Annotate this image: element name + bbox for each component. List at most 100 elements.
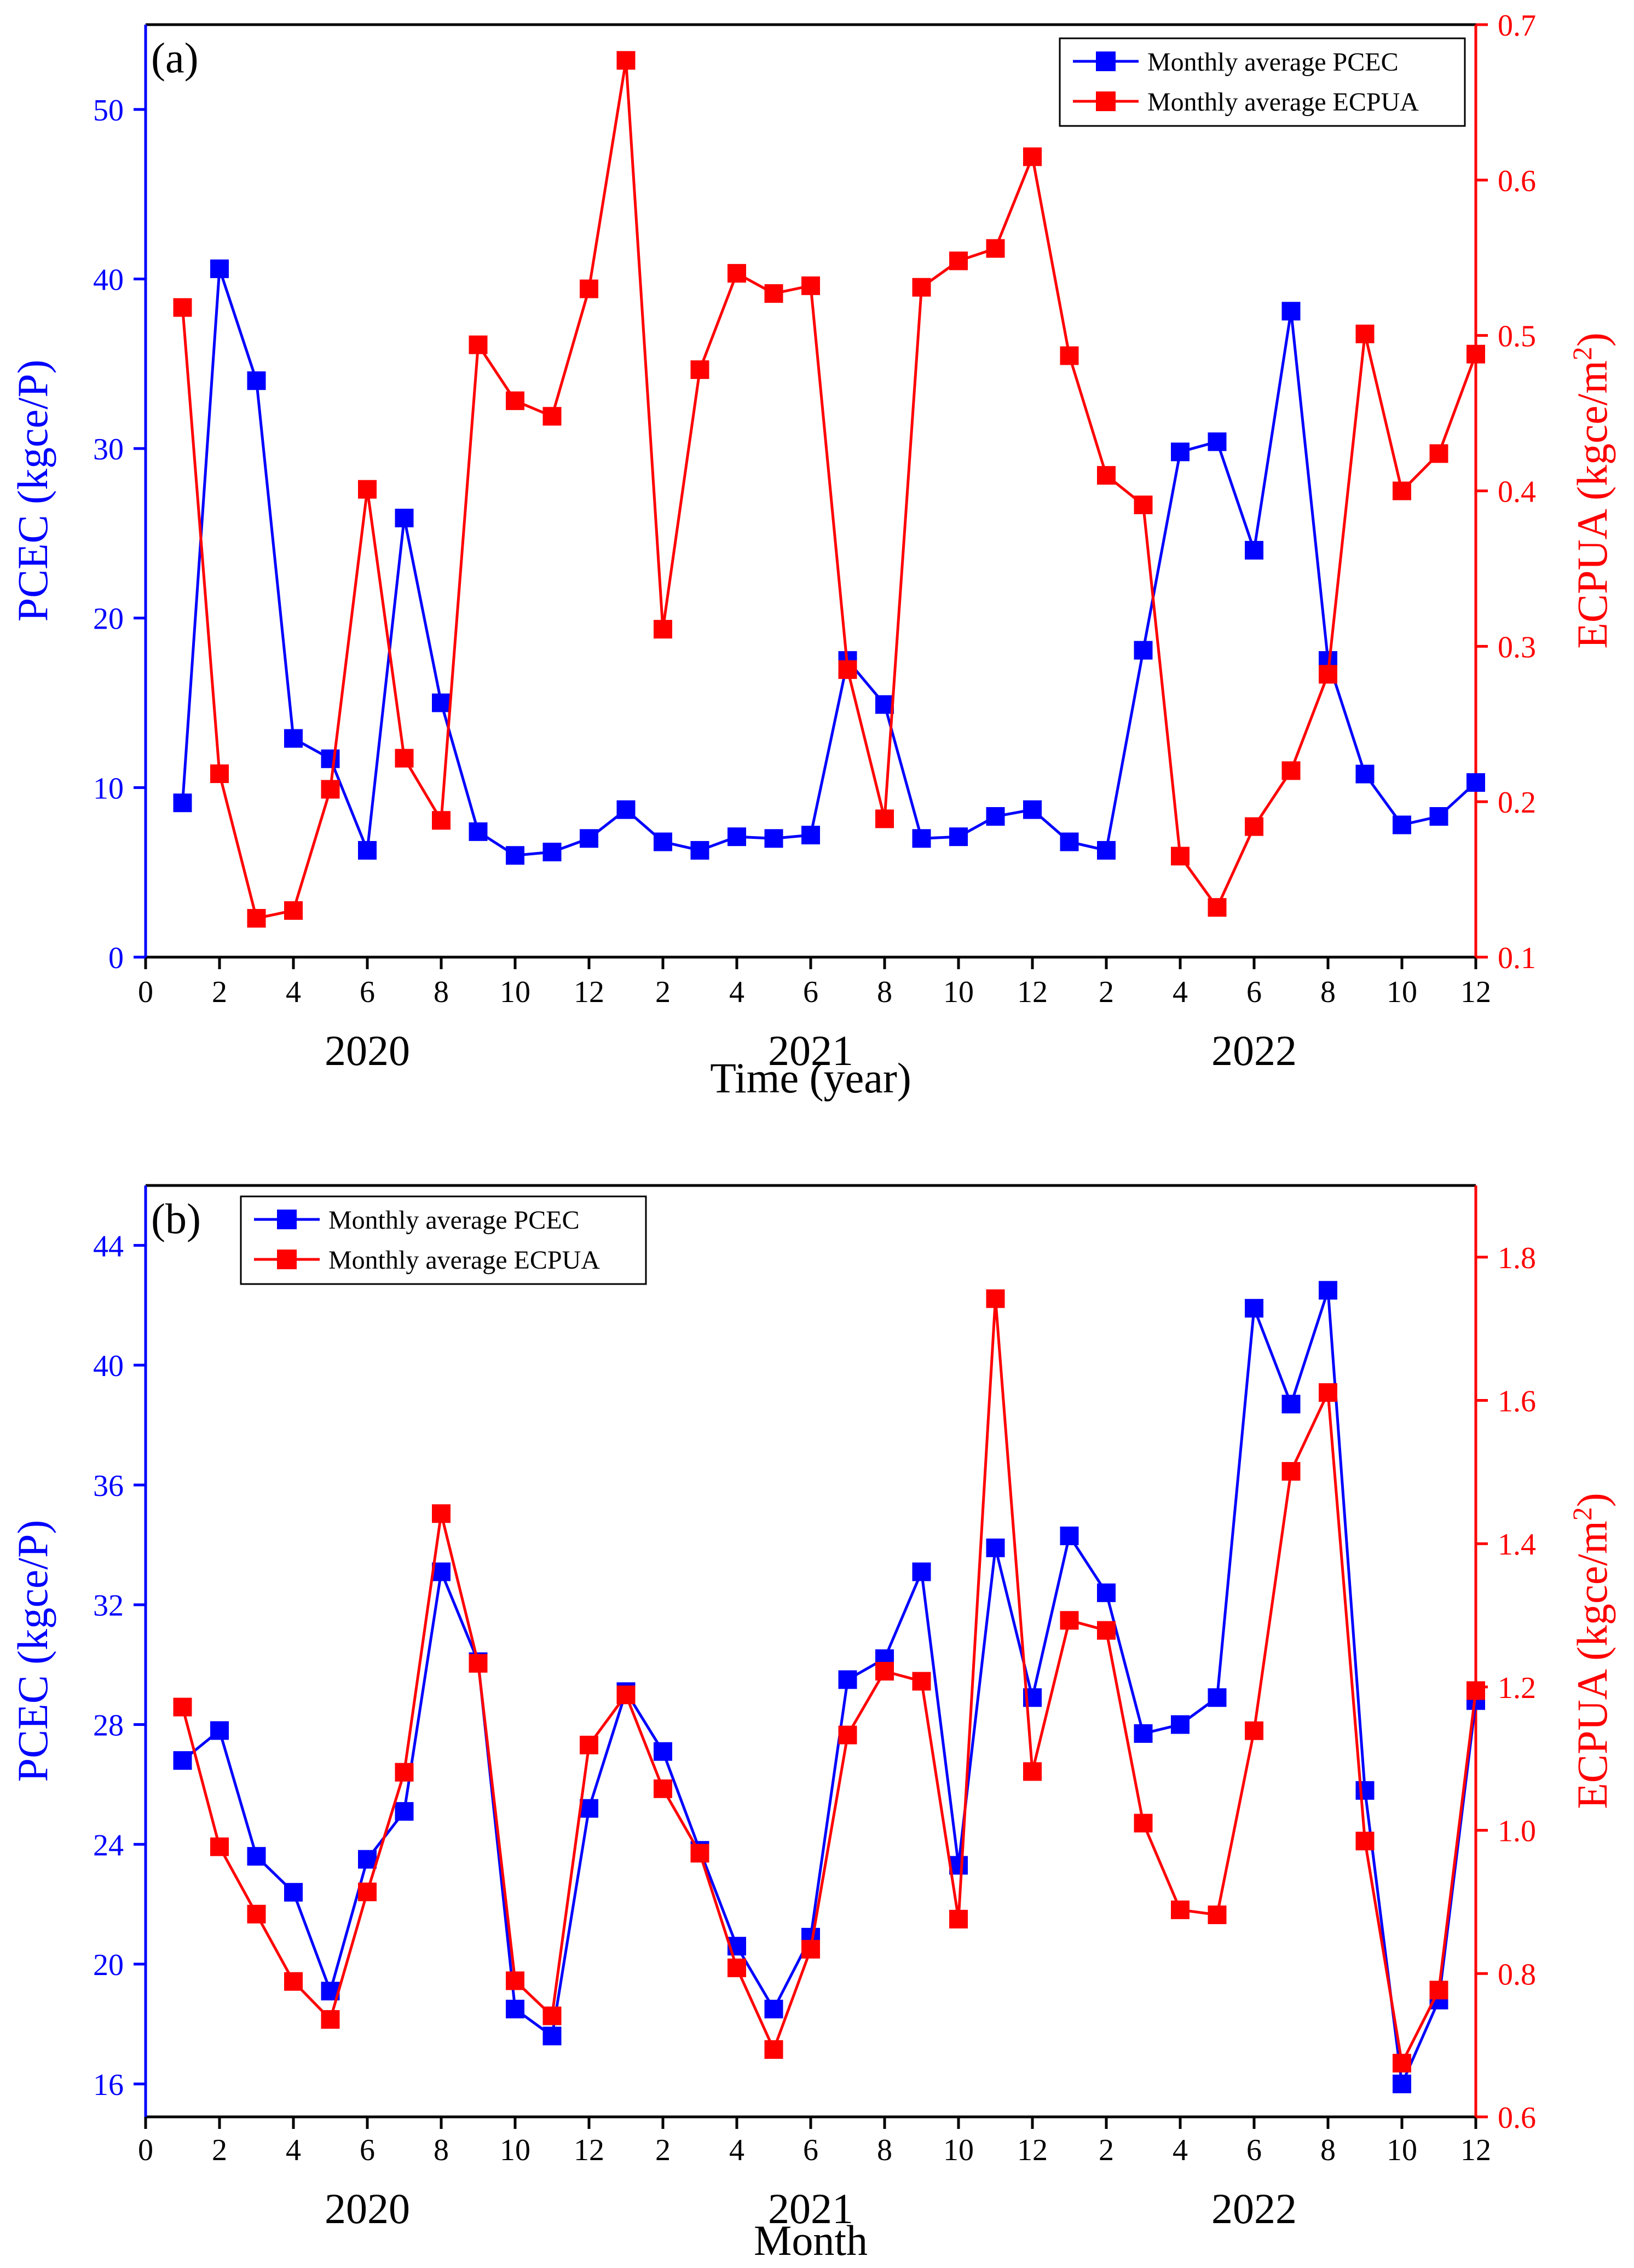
point-ecpua [986,239,1005,258]
legend-marker-pcec [277,1210,297,1229]
point-pcec [1097,1583,1116,1602]
y-left-tick-label: 20 [93,1948,124,1982]
point-pcec [358,841,377,860]
y-right-tick-label: 0.1 [1498,941,1536,975]
left-axis-title: PCEC (kgce/P) [9,1520,56,1782]
legend-marker-pcec [1096,51,1116,71]
x-tick-label: 8 [1320,975,1336,1009]
point-pcec [1171,1715,1190,1734]
point-pcec [469,822,488,841]
point-ecpua [1134,496,1153,515]
point-pcec [247,371,266,390]
point-ecpua [395,1763,414,1782]
point-ecpua [1023,147,1042,166]
point-ecpua [690,360,709,379]
y-left-tick-label: 16 [93,2068,124,2102]
legend: Monthly average PCEC Monthly average ECP… [240,1195,647,1285]
point-pcec [173,1751,192,1770]
point-ecpua [321,780,340,799]
point-ecpua [580,279,598,298]
y-left-tick-label: 24 [93,1828,124,1862]
x-tick-label: 6 [803,2133,818,2167]
point-ecpua [580,1735,598,1754]
y-left-tick-label: 36 [93,1469,124,1503]
panel-label: (b) [151,1195,201,1242]
point-ecpua [432,1504,451,1523]
x-tick-label: 10 [943,975,974,1009]
x-tick-label: 4 [286,2133,301,2167]
y-left-tick-label: 20 [93,602,124,636]
x-tick-label: 4 [286,975,301,1009]
year-label: 2022 [1211,2185,1297,2232]
x-tick-label: 10 [1387,2133,1417,2167]
point-ecpua [506,1971,524,1990]
point-pcec [247,1847,266,1866]
legend-box [240,1195,647,1285]
point-pcec [1208,432,1227,451]
y-right-tick-label: 0.2 [1498,786,1536,820]
y-right-tick-label: 1.0 [1498,1815,1536,1849]
point-ecpua [1208,1906,1227,1925]
series-line-ecpua [181,1298,1477,2068]
point-ecpua [1319,1383,1337,1402]
y-left-tick-label: 30 [93,433,124,467]
point-pcec [1319,1281,1337,1300]
point-ecpua [358,1883,377,1902]
point-pcec [1281,302,1301,321]
point-ecpua [838,1725,857,1745]
point-pcec [1355,764,1375,784]
point-ecpua [210,1837,229,1856]
x-tick-label: 0 [138,975,153,1009]
point-pcec [1060,1526,1079,1545]
point-ecpua [1097,466,1116,485]
point-pcec [321,749,340,768]
point-ecpua [284,901,303,920]
y-right-tick-label: 0.3 [1498,630,1536,664]
y-right-tick-label: 1.2 [1498,1671,1536,1705]
y-right-tick-label: 1.4 [1498,1528,1536,1562]
legend-label-pcec: Monthly average PCEC [1147,48,1399,77]
point-ecpua [1281,761,1301,780]
point-ecpua [654,620,672,639]
point-ecpua [173,298,192,317]
x-tick-label: 2 [655,975,671,1009]
point-ecpua [1023,1762,1042,1781]
x-axis-title: Time (year) [710,1054,911,1102]
point-ecpua [1171,1900,1190,1919]
point-pcec [1171,442,1190,462]
point-ecpua [727,1958,746,1977]
y-right-tick-label: 0.6 [1498,164,1536,198]
year-label: 2020 [325,2185,410,2232]
y-right-tick-label: 0.7 [1498,9,1536,43]
point-pcec [764,2000,783,2019]
legend-box [1059,37,1466,127]
point-pcec [358,1850,377,1869]
point-ecpua [912,278,931,297]
point-pcec [506,2000,524,2019]
point-ecpua [1134,1814,1153,1833]
y-left-tick-label: 0 [108,941,124,975]
point-ecpua [1393,2053,1411,2073]
point-pcec [1060,832,1079,851]
point-ecpua [875,1662,894,1681]
year-label: 2020 [325,1027,410,1074]
y-right-tick-label: 0.5 [1498,320,1536,354]
x-tick-label: 2 [212,2133,227,2167]
left-axis-title: PCEC (kgce/P) [9,360,56,622]
panel-label: (a) [151,34,199,82]
point-ecpua [616,51,636,70]
x-tick-label: 8 [877,975,892,1009]
point-pcec [210,259,229,278]
point-ecpua [321,2010,340,2029]
point-ecpua [1245,1721,1263,1740]
x-tick-label: 10 [1387,975,1417,1009]
point-ecpua [1355,324,1375,343]
point-ecpua [616,1685,636,1705]
point-ecpua [432,811,451,830]
y-right-tick-label: 0.8 [1498,1958,1536,1991]
point-ecpua [284,1972,303,1991]
point-pcec [1245,540,1263,560]
x-tick-label: 6 [803,975,818,1009]
y-left-tick-label: 10 [93,772,124,805]
